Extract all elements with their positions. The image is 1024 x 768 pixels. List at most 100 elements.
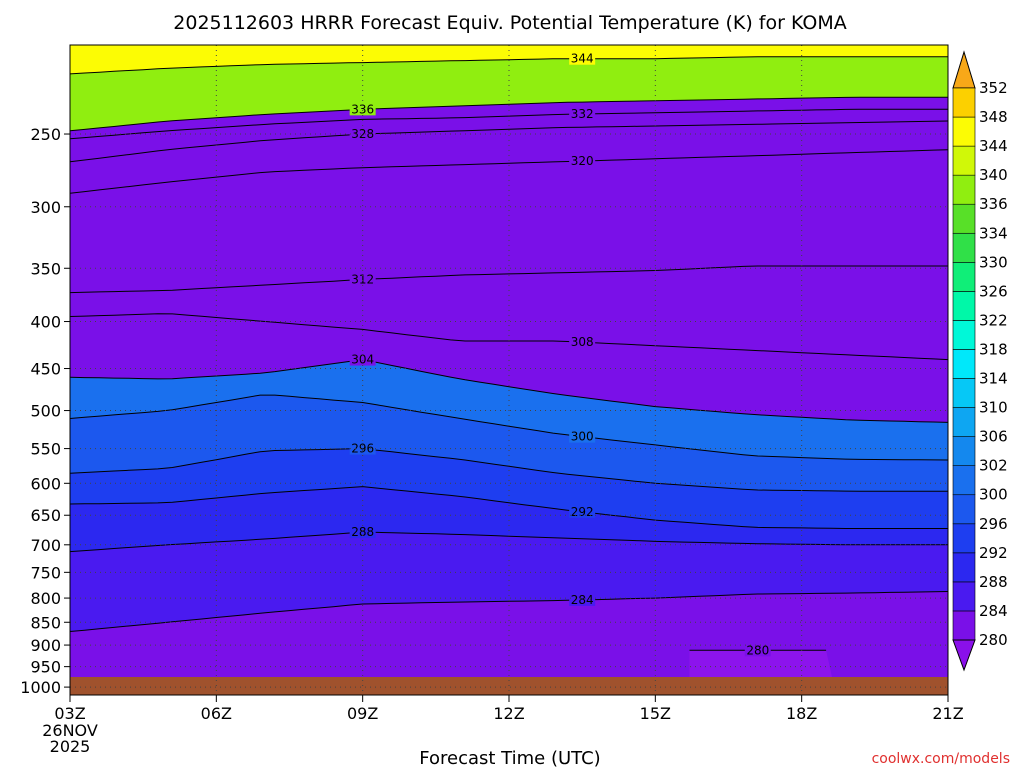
contour-label-300: 300 — [571, 430, 594, 444]
y-tick-label-700: 700 — [30, 536, 61, 555]
contour-300 — [70, 394, 948, 461]
colorbar-cell-296 — [952, 494, 976, 525]
contour-label-bg — [569, 51, 596, 65]
colorbar-cell-334 — [952, 203, 976, 234]
contour-label-bg — [569, 592, 596, 606]
contour-label-bg — [569, 429, 596, 443]
colorbar-label-280: 280 — [979, 631, 1008, 649]
colorbar-cell-340 — [952, 145, 976, 176]
colorbar-cell-326 — [952, 262, 976, 292]
color-bands — [70, 45, 948, 695]
colorbar-label-306: 306 — [979, 428, 1008, 446]
y-tick-label-650: 650 — [30, 506, 61, 525]
y-tick-label-600: 600 — [30, 474, 61, 493]
y-tick-label-450: 450 — [30, 360, 61, 379]
colorbar-label-314: 314 — [979, 370, 1008, 388]
y-tick-label-800: 800 — [30, 589, 61, 608]
contour-288 — [70, 531, 948, 553]
x-tick-label-21Z: 21Z — [932, 704, 963, 723]
colorbar-label-340: 340 — [979, 166, 1008, 184]
contour-344 — [70, 56, 948, 75]
colorbar-cell-348 — [952, 87, 976, 118]
colorbar-label-310: 310 — [979, 399, 1008, 417]
colorbar-cell-280 — [952, 610, 976, 641]
colorbar-label-284: 284 — [979, 602, 1008, 620]
x-axis-label: Forecast Time (UTC) — [419, 748, 600, 768]
x-date-year: 2025 — [50, 737, 91, 756]
contour-label-bg — [744, 643, 771, 657]
contour-label-bg — [569, 504, 596, 518]
colorbar-label-302: 302 — [979, 457, 1008, 475]
contour-label-bg — [349, 352, 376, 366]
y-axis: 250 300 350 400 450 500 550 600 650 700 750 800 850 9… — [20, 125, 70, 697]
colorbar-cell-292 — [952, 523, 976, 554]
y-tick-label-250: 250 — [30, 125, 61, 144]
colorbar-cell-302 — [952, 436, 976, 466]
colorbar-cell-318 — [952, 320, 976, 350]
chart-title: 2025112603 HRRR Forecast Equiv. Potentia… — [173, 12, 846, 34]
colorbar-label-326: 326 — [979, 282, 1008, 300]
contour-label-bg — [349, 102, 376, 116]
y-tick-label-400: 400 — [30, 313, 61, 332]
contour-label-312: 312 — [351, 273, 374, 287]
x-tick-label-09Z: 09Z — [347, 704, 378, 723]
colorbar-cell-310 — [952, 378, 976, 408]
colorbar-cell-314 — [952, 349, 976, 379]
colorbar-label-296: 296 — [979, 515, 1008, 533]
band-336 — [70, 45, 948, 131]
contour-label-320: 320 — [571, 154, 594, 168]
contour-label-bg — [569, 335, 596, 349]
colorbar: 280 284 288 292 296 300 302 306 310 314 318 322 326 3… — [952, 50, 1008, 672]
y-tick-label-300: 300 — [30, 198, 61, 217]
x-tick-label-18Z: 18Z — [786, 704, 817, 723]
y-tick-label-900: 900 — [30, 636, 61, 655]
contour-label-bg — [349, 525, 376, 539]
colorbar-label-348: 348 — [979, 108, 1008, 126]
colorbar-label-318: 318 — [979, 340, 1008, 358]
contour-label-bg — [349, 127, 376, 141]
colorbar-extend-top — [952, 50, 976, 89]
x-tick-label-06Z: 06Z — [201, 704, 232, 723]
y-tick-label-850: 850 — [30, 613, 61, 632]
colorbar-cell-284 — [952, 581, 976, 612]
colorbar-cell-300 — [952, 465, 976, 496]
contour-label-328: 328 — [351, 127, 374, 141]
y-tick-label-1000: 1000 — [20, 678, 61, 697]
colorbar-label-322: 322 — [979, 311, 1008, 329]
contour-label-284: 284 — [571, 593, 594, 607]
colorbar-cell-322 — [952, 291, 976, 321]
credit-text: coolwx.com/models — [872, 751, 1010, 767]
contour-label-bg — [569, 154, 596, 168]
contour-284 — [70, 591, 948, 632]
y-tick-label-550: 550 — [30, 440, 61, 459]
y-tick-label-500: 500 — [30, 402, 61, 421]
colorbar-label-292: 292 — [979, 544, 1008, 562]
contour-label-332: 332 — [571, 107, 594, 121]
colorbar-cell-344 — [952, 116, 976, 147]
contour-label-288: 288 — [351, 525, 374, 539]
contour-292 — [70, 486, 948, 529]
colorbar-cell-330 — [952, 232, 976, 263]
colorbar-cell-336 — [952, 174, 976, 205]
colorbar-extend-bottom — [952, 639, 976, 672]
x-axis: 03Z 06Z 09Z 12Z 15Z 18Z 21Z — [54, 695, 964, 723]
contour-label-336: 336 — [351, 102, 374, 116]
x-tick-label-15Z: 15Z — [640, 704, 671, 723]
contour-label-308: 308 — [571, 335, 594, 349]
colorbar-label-334: 334 — [979, 224, 1008, 242]
contour-336 — [70, 96, 948, 132]
y-tick-label-750: 750 — [30, 563, 61, 582]
colorbar-cell-306 — [952, 407, 976, 437]
contour-label-bg — [349, 441, 376, 455]
contour-320 — [70, 149, 948, 194]
x-date-day: 26NOV — [42, 721, 98, 740]
x-tick-label-03Z: 03Z — [54, 704, 85, 723]
colorbar-label-344: 344 — [979, 137, 1008, 155]
colorbar-label-330: 330 — [979, 253, 1008, 271]
colorbar-label-300: 300 — [979, 486, 1008, 504]
colorbar-label-336: 336 — [979, 195, 1008, 213]
colorbar-cell-288 — [952, 552, 976, 583]
contour-label-bg — [569, 106, 596, 120]
contour-label-296: 296 — [351, 442, 374, 456]
